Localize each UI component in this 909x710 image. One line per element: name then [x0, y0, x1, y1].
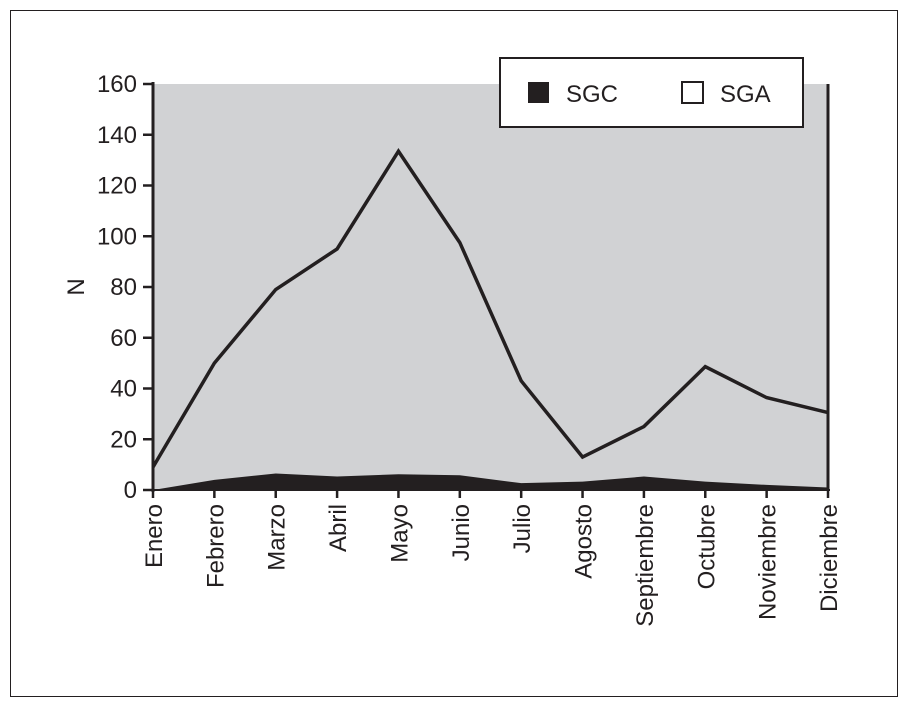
x-tick-label: Septiembre — [632, 504, 659, 627]
legend-swatch-sga — [681, 81, 704, 104]
x-tick-label: Octubre — [693, 504, 720, 589]
x-tick-label: Diciembre — [816, 504, 843, 612]
x-tick-label: Mayo — [386, 504, 413, 563]
series-sga-line — [151, 148, 829, 469]
y-tick-label: 140 — [97, 122, 137, 149]
legend-swatch-sgc — [528, 82, 549, 103]
y-tick-label: 100 — [97, 223, 137, 250]
x-tick-label: Abril — [325, 504, 352, 552]
legend: SGC SGA — [499, 57, 804, 128]
x-tick-label: Marzo — [264, 504, 291, 571]
y-tick-label: 120 — [97, 173, 137, 200]
legend-label-sgc: SGC — [566, 81, 618, 108]
legend-label-sga: SGA — [720, 81, 771, 108]
x-tick-label: Enero — [141, 504, 168, 568]
y-tick-label: 60 — [110, 325, 137, 352]
x-tick-label: Noviembre — [755, 504, 782, 620]
y-tick-label: 0 — [124, 477, 137, 504]
y-tick-label: 40 — [110, 376, 137, 403]
y-axis-label: N — [63, 278, 90, 295]
y-tick-label: 160 — [97, 71, 137, 98]
series-sgc-area — [153, 473, 828, 490]
x-tick-label: Febrero — [202, 504, 229, 588]
x-tick-label: Agosto — [571, 504, 598, 579]
x-tick-label: Julio — [509, 504, 536, 553]
y-tick-label: 20 — [110, 426, 137, 453]
plot-area — [153, 84, 828, 490]
y-tick-label: 80 — [110, 274, 137, 301]
x-tick-label: Junio — [448, 504, 475, 561]
